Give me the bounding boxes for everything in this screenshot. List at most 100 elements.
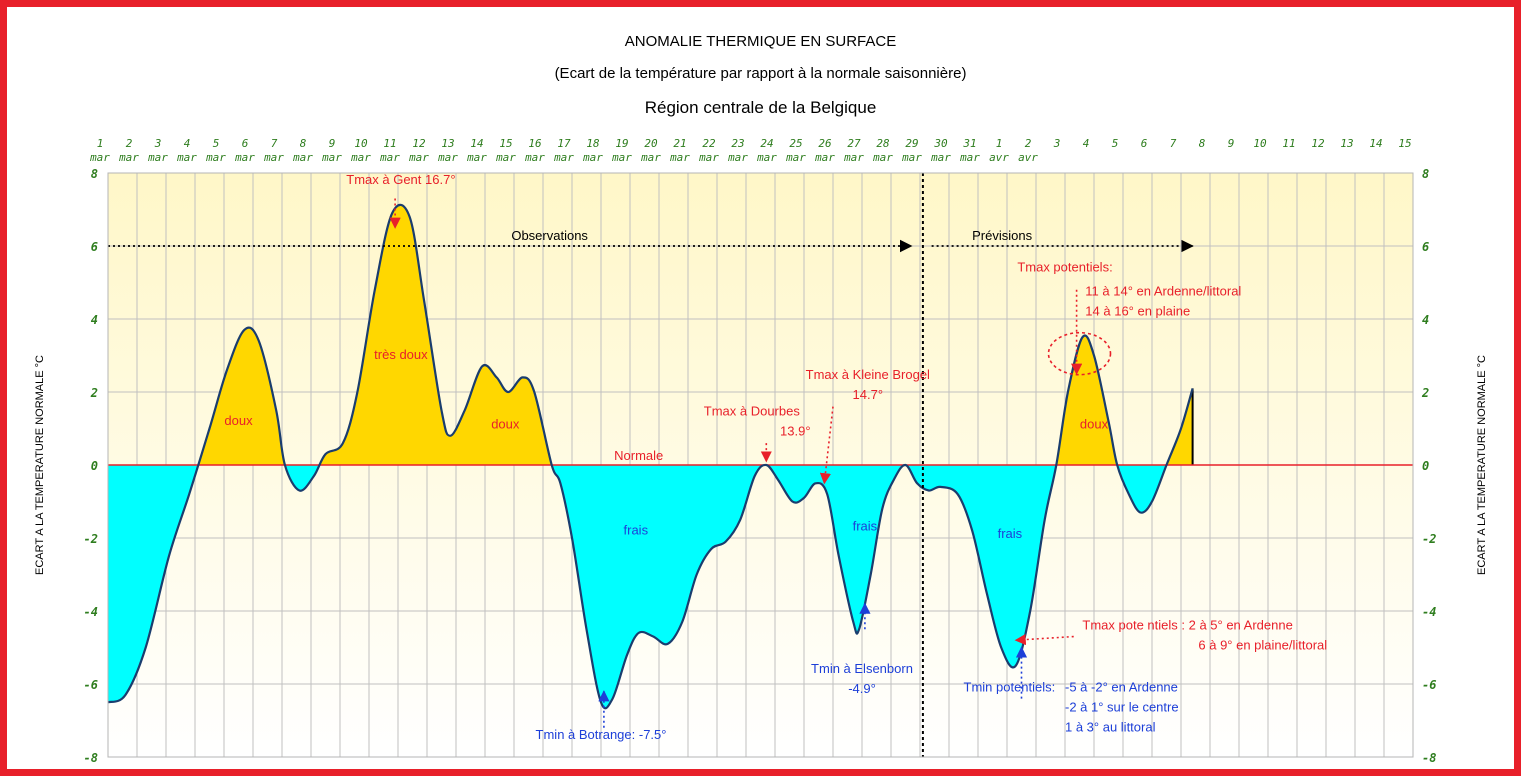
y-tick-label-left: -2 xyxy=(84,532,98,546)
x-tick-month: mar xyxy=(263,151,284,164)
section-label: Prévisions xyxy=(972,228,1032,243)
x-tick-day: 22 xyxy=(702,137,716,150)
chart-subtitle: (Ecart de la température par rapport à l… xyxy=(554,65,967,82)
region-label: frais xyxy=(853,519,878,534)
x-tick-month: mar xyxy=(379,151,400,164)
annotation: Tmax à Gent 16.7° xyxy=(346,172,456,229)
region-label: frais xyxy=(998,526,1023,541)
x-tick-month: mar xyxy=(147,151,168,164)
annotation-text: Tmax à Kleine Brogel xyxy=(806,367,930,382)
normal-label: Normale xyxy=(614,448,663,463)
y-tick-label-right: -6 xyxy=(1422,678,1436,692)
x-tick-month: mar xyxy=(176,151,197,164)
x-tick-day: 3 xyxy=(154,137,162,150)
x-tick-day: 23 xyxy=(731,137,744,150)
x-tick-month: mar xyxy=(640,151,661,164)
y-tick-label-right: -8 xyxy=(1422,751,1436,765)
region-label: très doux xyxy=(374,347,428,362)
x-tick-day: 16 xyxy=(528,137,542,150)
x-tick-month: mar xyxy=(205,151,226,164)
x-tick-day: 2 xyxy=(126,137,133,150)
x-tick-month: mar xyxy=(785,151,806,164)
x-tick-day: 12 xyxy=(1311,137,1325,150)
x-tick-day: 10 xyxy=(1253,137,1267,150)
x-tick-day: 7 xyxy=(1170,137,1177,150)
y-tick-label-left: -8 xyxy=(84,751,98,765)
x-tick-month: mar xyxy=(756,151,777,164)
annotation-text: 14 à 16° en plaine xyxy=(1085,303,1190,318)
annotation: -5 à -2° en Ardenne -2 à 1° sur le centre… xyxy=(1065,679,1179,734)
x-tick-month: mar xyxy=(930,151,951,164)
x-tick-day: 9 xyxy=(329,137,336,150)
x-tick-day: 8 xyxy=(1199,137,1206,150)
annotation-text: -2 à 1° sur le centre xyxy=(1065,699,1179,714)
section-label: Observations xyxy=(511,228,588,243)
x-tick-month: avr xyxy=(989,151,1009,164)
x-tick-month: mar xyxy=(553,151,574,164)
x-tick-day: 12 xyxy=(412,137,426,150)
y-axis-label-right: ECART A LA TEMPERATURE NORMALE °C xyxy=(1476,355,1488,575)
x-tick-day: 14 xyxy=(470,137,483,150)
x-tick-day: 20 xyxy=(644,137,658,150)
y-tick-label-left: 8 xyxy=(91,167,98,181)
x-tick-month: mar xyxy=(437,151,458,164)
x-tick-day: 4 xyxy=(1083,137,1090,150)
x-tick-day: 27 xyxy=(847,137,861,150)
x-tick-day: 7 xyxy=(271,137,278,150)
x-tick-day: 31 xyxy=(962,137,976,150)
y-tick-label-right: 2 xyxy=(1421,386,1429,400)
y-axis-label-left: ECART A LA TEMPERATURE NORMALE °C xyxy=(34,355,46,575)
x-tick-day: 9 xyxy=(1228,137,1235,150)
x-tick-month: mar xyxy=(698,151,719,164)
x-tick-day: 18 xyxy=(586,137,600,150)
y-tick-label-left: 6 xyxy=(91,240,98,254)
y-tick-label-right: -2 xyxy=(1422,532,1436,546)
x-tick-day: 5 xyxy=(1112,137,1119,150)
y-tick-label-left: 0 xyxy=(91,459,98,473)
negative-anomaly-area xyxy=(108,465,1193,709)
annotation-text: Tmin à Botrange: -7.5° xyxy=(536,727,667,742)
x-tick-day: 10 xyxy=(354,137,368,150)
annotation-text: Tmin potentiels: xyxy=(964,679,1056,694)
y-tick-label-left: 2 xyxy=(90,386,98,400)
chart-region: Région centrale de la Belgique xyxy=(644,98,877,117)
annotation-text: 14.7° xyxy=(853,387,884,402)
x-tick-month: mar xyxy=(234,151,255,164)
annotation-text: 11 à 14° en Ardenne/littoral xyxy=(1085,283,1241,298)
x-tick-day: 28 xyxy=(876,137,890,150)
x-tick-month: mar xyxy=(611,151,632,164)
annotation-text: Tmin à Elsenborn xyxy=(811,661,913,676)
x-tick-day: 4 xyxy=(184,137,191,150)
x-tick-day: 8 xyxy=(300,137,307,150)
x-tick-day: 17 xyxy=(557,137,571,150)
x-tick-month: mar xyxy=(727,151,748,164)
x-tick-day: 6 xyxy=(1141,137,1148,150)
annotation-text: Tmax à Dourbes xyxy=(704,404,801,419)
x-tick-day: 25 xyxy=(789,137,802,150)
annotation: 11 à 14° en Ardenne/littoral 14 à 16° en … xyxy=(1085,283,1241,318)
y-tick-label-left: 4 xyxy=(91,313,98,327)
x-tick-month: mar xyxy=(524,151,545,164)
x-tick-month: mar xyxy=(495,151,516,164)
x-tick-day: 11 xyxy=(1282,137,1295,150)
anomaly-curve xyxy=(107,203,1194,710)
y-tick-label-right: 0 xyxy=(1422,459,1429,473)
region-label: doux xyxy=(224,413,253,428)
annotation-text: Tmax à Gent 16.7° xyxy=(346,172,455,187)
region-label: doux xyxy=(491,417,520,432)
region-label: doux xyxy=(1080,417,1109,432)
x-tick-month: mar xyxy=(669,151,690,164)
annotation-text: 6 à 9° en plaine/littoral xyxy=(1198,637,1327,652)
x-tick-day: 21 xyxy=(673,137,686,150)
x-tick-day: 1 xyxy=(996,137,1003,150)
x-tick-day: 13 xyxy=(441,137,454,150)
x-tick-day: 1 xyxy=(97,137,104,150)
annotation: Tmax pote ntiels : 2 à 5° en Ardenne 6 à … xyxy=(1014,617,1327,652)
y-tick-label-right: 8 xyxy=(1422,167,1429,181)
x-tick-month: mar xyxy=(872,151,893,164)
y-tick-label-right: -4 xyxy=(1422,605,1436,619)
x-tick-day: 15 xyxy=(1398,137,1411,150)
x-tick-day: 5 xyxy=(213,137,220,150)
plot-border xyxy=(107,172,1414,758)
